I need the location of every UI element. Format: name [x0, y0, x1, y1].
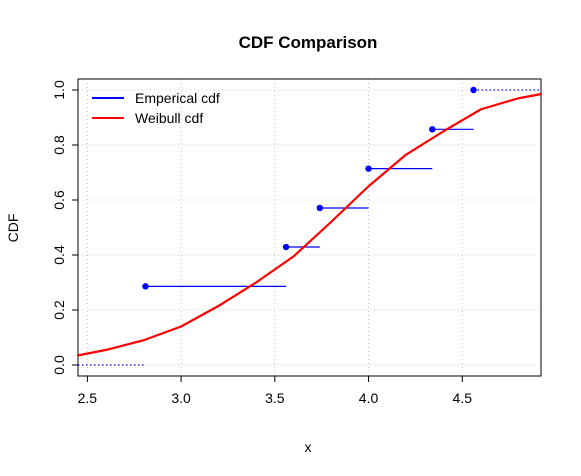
empirical-point-3 — [365, 165, 372, 172]
y-axis: 0.0 0.2 0.4 0.6 0.8 1.0 — [51, 80, 78, 375]
empirical-point-0 — [142, 283, 149, 290]
x-tick-label-2: 3.5 — [265, 390, 285, 406]
empirical-point-1 — [282, 243, 290, 251]
legend-label-weibull: Weibull cdf — [135, 110, 203, 126]
plot-area — [76, 78, 543, 377]
x-tick-label-4: 4.5 — [453, 390, 473, 406]
x-axis: 2.5 3.0 3.5 4.0 4.5 — [78, 376, 473, 406]
grid — [78, 79, 541, 376]
x-tick-label-1: 3.0 — [171, 390, 191, 406]
y-tick-label-1: 0.2 — [51, 300, 67, 320]
x-tick-label-0: 2.5 — [78, 390, 98, 406]
empirical-point-4 — [429, 126, 436, 133]
y-tick-label-2: 0.4 — [51, 245, 67, 265]
legend: Emperical cdf Weibull cdf — [92, 90, 220, 126]
y-tick-label-0: 0.0 — [51, 355, 67, 375]
chart-title: CDF Comparison — [239, 33, 378, 52]
x-tick-label-3: 4.0 — [359, 390, 379, 406]
empirical-point-5 — [470, 86, 477, 94]
x-axis-label: x — [305, 439, 312, 455]
y-tick-label-3: 0.6 — [51, 190, 67, 210]
empirical-point-2 — [316, 204, 324, 212]
y-tick-label-5: 1.0 — [51, 80, 67, 100]
y-tick-label-4: 0.8 — [51, 135, 67, 155]
plot-frame — [77, 78, 542, 377]
y-axis-label: CDF — [5, 214, 21, 243]
weibull-curve — [76, 93, 543, 357]
legend-label-empirical: Emperical cdf — [135, 90, 220, 106]
